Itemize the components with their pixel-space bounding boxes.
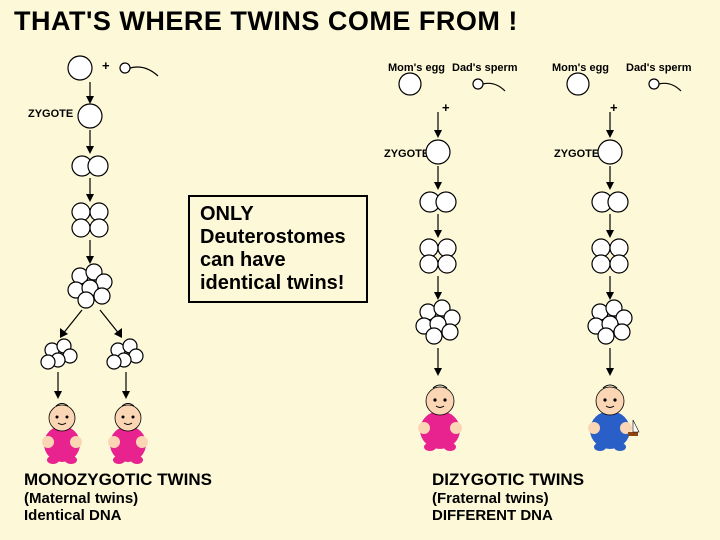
caption-sub: Identical DNA — [24, 507, 212, 524]
note-line: identical twins! — [200, 272, 356, 295]
caption-title: MONOZYGOTIC TWINS — [24, 470, 212, 490]
caption-title: DIZYGOTIC TWINS — [432, 470, 584, 490]
caption-dizygotic: DIZYGOTIC TWINS (Fraternal twins) DIFFER… — [432, 470, 584, 524]
note-line: Deuterostomes — [200, 226, 356, 249]
caption-sub: (Fraternal twins) — [432, 490, 584, 507]
baby-pink-icon — [414, 382, 466, 452]
note-line: can have — [200, 249, 356, 272]
caption-monozygotic: MONOZYGOTIC TWINS (Maternal twins) Ident… — [24, 470, 212, 524]
caption-sub: (Maternal twins) — [24, 490, 212, 507]
page-title: THAT'S WHERE TWINS COME FROM ! — [14, 6, 518, 37]
note-box: ONLY Deuterostomes can have identical tw… — [188, 195, 368, 303]
caption-sub: DIFFERENT DNA — [432, 507, 584, 524]
note-line: ONLY — [200, 203, 356, 226]
baby-pink-icon — [38, 400, 86, 465]
baby-pink-icon — [104, 400, 152, 465]
baby-blue-icon — [584, 382, 640, 452]
